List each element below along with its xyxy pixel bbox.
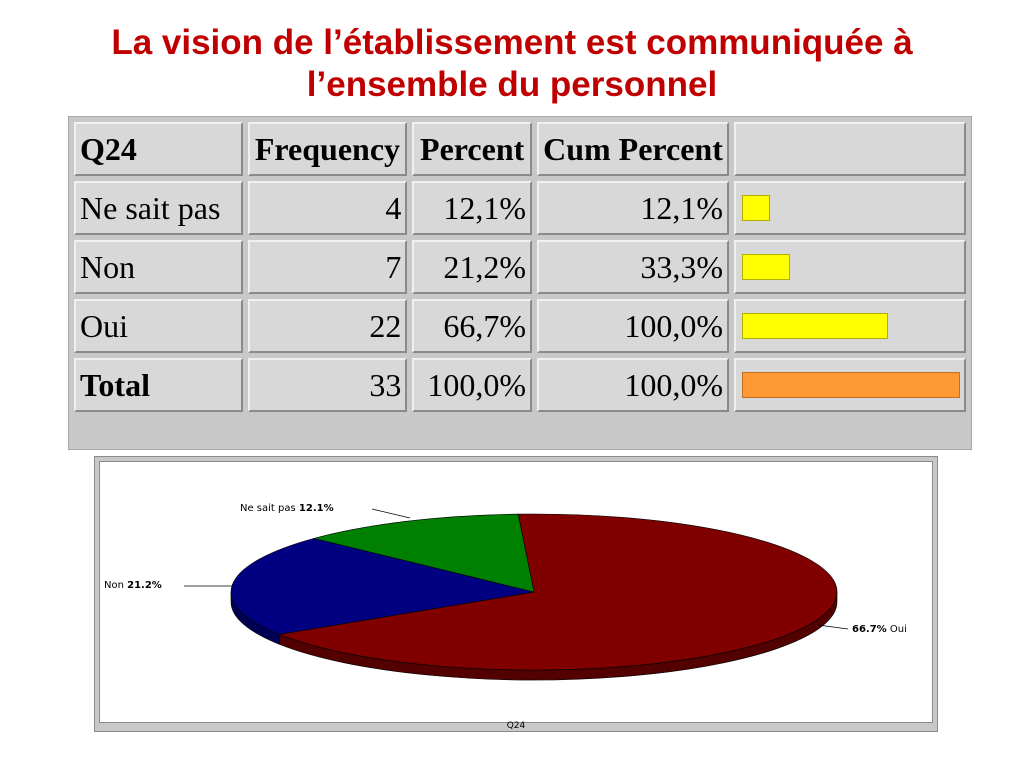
row-bar <box>741 313 888 339</box>
row-frequency: 4 <box>247 181 408 235</box>
row-bar-cell <box>733 358 966 412</box>
row-cum-percent: 100,0% <box>537 299 729 353</box>
frequency-table: Q24 Frequency Percent Cum Percent Ne sai… <box>69 117 971 417</box>
row-percent: 12,1% <box>412 181 532 235</box>
table-row: Non 7 21,2% 33,3% <box>74 240 966 294</box>
table-row: Ne sait pas 4 12,1% 12,1% <box>74 181 966 235</box>
row-bar <box>741 372 960 398</box>
row-frequency: 33 <box>247 358 408 412</box>
pie-label: Ne sait pas 12.1% <box>240 503 334 514</box>
header-q24: Q24 <box>74 122 243 176</box>
pie-chart-frame: Ne sait pas 12.1% Non 21.2% 66.7% Oui <box>94 456 938 732</box>
pie-slice-oui <box>278 513 838 671</box>
row-frequency: 22 <box>247 299 408 353</box>
row-percent: 66,7% <box>412 299 532 353</box>
pie-leader-line <box>817 624 849 630</box>
table-row-total: Total 33 100,0% 100,0% <box>74 358 966 412</box>
table-row: Oui 22 66,7% 100,0% <box>74 299 966 353</box>
header-frequency: Frequency <box>247 122 408 176</box>
row-bar <box>741 254 790 280</box>
row-bar-cell <box>733 299 966 353</box>
row-cum-percent: 100,0% <box>537 358 729 412</box>
row-percent: 21,2% <box>412 240 532 294</box>
row-bar-cell <box>733 240 966 294</box>
row-frequency: 7 <box>247 240 408 294</box>
pie-leader-line <box>371 508 411 519</box>
title-line-1: La vision de l’établissement est communi… <box>111 23 913 62</box>
page-title: La vision de l’établissement est communi… <box>0 22 1024 106</box>
pie-chart-panel: Ne sait pas 12.1% Non 21.2% 66.7% Oui <box>99 461 933 723</box>
pie-label: 66.7% Oui <box>852 624 907 635</box>
pie-slice-ne-sait-pas <box>313 513 535 593</box>
pie-slice-non <box>230 538 535 635</box>
row-percent: 100,0% <box>412 358 532 412</box>
row-cum-percent: 33,3% <box>537 240 729 294</box>
row-label: Total <box>74 358 243 412</box>
row-bar <box>741 195 770 221</box>
pie-chart: Ne sait pas 12.1% Non 21.2% 66.7% Oui <box>104 503 907 681</box>
header-percent: Percent <box>412 122 532 176</box>
row-cum-percent: 12,1% <box>537 181 729 235</box>
row-bar-cell <box>733 181 966 235</box>
header-cum-percent: Cum Percent <box>537 122 729 176</box>
table-header-row: Q24 Frequency Percent Cum Percent <box>74 122 966 176</box>
header-bar <box>733 122 966 176</box>
chart-x-label: Q24 <box>506 721 526 731</box>
row-label: Ne sait pas <box>74 181 243 235</box>
title-line-2: l’ensemble du personnel <box>306 65 718 104</box>
frequency-table-frame: Q24 Frequency Percent Cum Percent Ne sai… <box>68 116 972 450</box>
row-label: Non <box>74 240 243 294</box>
pie-label: Non 21.2% <box>104 580 162 591</box>
row-label: Oui <box>74 299 243 353</box>
